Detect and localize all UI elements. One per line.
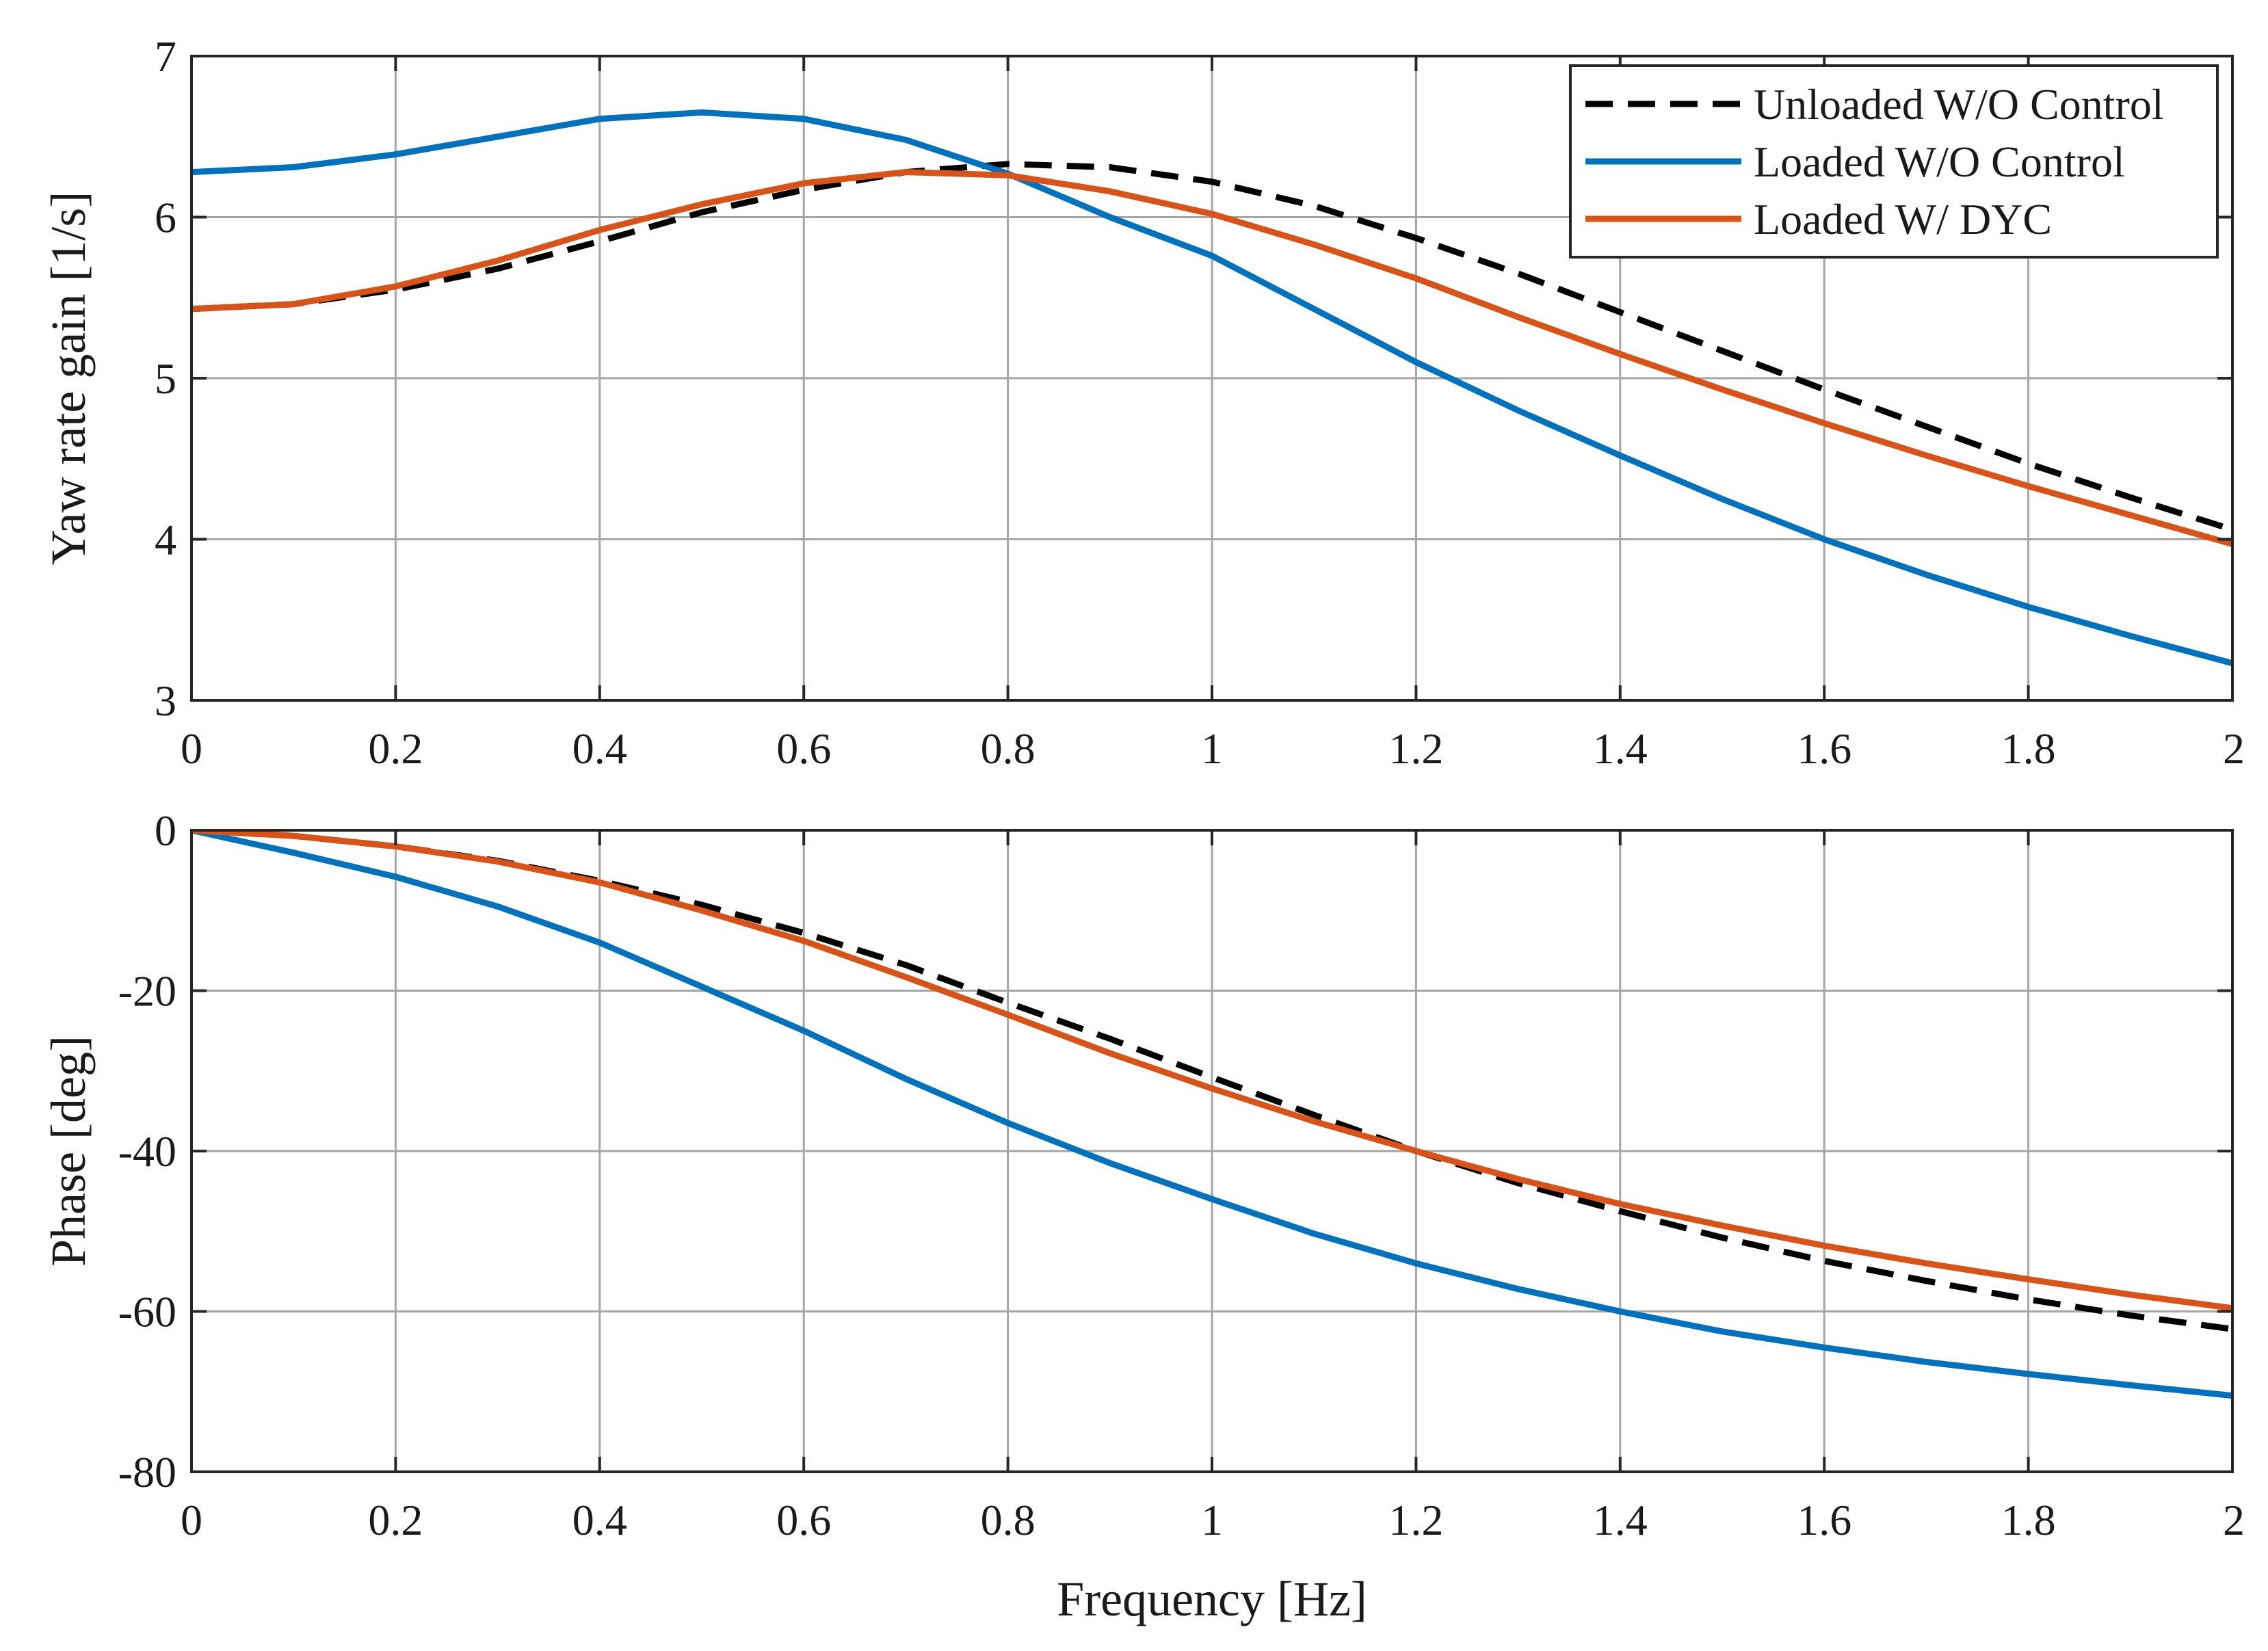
- x-tick-label: 1.6: [1797, 1496, 1851, 1544]
- legend-label: Loaded W/ DYC: [1754, 195, 2052, 243]
- series-line-loaded-w-dyc: [192, 169, 2232, 547]
- x-tick-label: 1: [1201, 1496, 1223, 1544]
- y-tick-label: 6: [155, 194, 176, 242]
- subplot-2: 0 0.2 0.4 0.6 0.8 1 1.2 1.4 1.6 1.8 2 -80 -60 -40 -20 0…: [41, 806, 2245, 1626]
- x-tick-label: 0.2: [368, 1496, 423, 1544]
- series-line-loaded-w-dyc: [192, 830, 2232, 1312]
- y-tick-label: -40: [118, 1127, 176, 1176]
- x-tick-label: 0.8: [981, 1496, 1036, 1544]
- series-line-unloaded-w-o-control: [192, 161, 2232, 533]
- x-tick-label: 1.4: [1593, 1496, 1648, 1544]
- y-tick-label: 5: [155, 354, 176, 403]
- x-tick-label: 0.4: [572, 724, 627, 773]
- y-tick-label: 3: [155, 676, 176, 725]
- x-tick-label: 1.2: [1388, 1496, 1443, 1544]
- x-tick-label: 0: [181, 724, 202, 773]
- x-tick-label: 1: [1201, 724, 1223, 773]
- x-tick-label: 0.4: [572, 1496, 627, 1544]
- series-line-loaded-w-o-control: [192, 109, 2232, 667]
- y-axis-label: Phase [deg]: [41, 1035, 96, 1267]
- legend-label: Unloaded W/O Control: [1754, 80, 2164, 129]
- y-tick-label: -80: [118, 1448, 176, 1496]
- y-tick-label: -20: [118, 967, 176, 1016]
- y-tick-label: 4: [155, 516, 176, 564]
- x-tick-label: 2: [2223, 1496, 2245, 1544]
- x-tick-label: 0.6: [776, 724, 831, 773]
- x-tick-label: 0.2: [368, 724, 423, 773]
- x-axis-label: Frequency [Hz]: [1057, 1572, 1367, 1626]
- x-tick-label: 1.4: [1593, 724, 1648, 773]
- x-tick-label: 1.6: [1797, 724, 1851, 773]
- legend-label: Loaded W/O Control: [1754, 137, 2125, 186]
- x-tick-label: 0.6: [776, 1496, 831, 1544]
- y-tick-label: -60: [118, 1288, 176, 1336]
- legend: Unloaded W/O Control Loaded W/O Control Lo…: [1569, 64, 2219, 259]
- x-tick-label: 2: [2223, 724, 2245, 773]
- subplot-1: 0 0.2 0.4 0.6 0.8 1 1.2 1.4 1.6 1.8 2 3 4 5 6 7 Yaw rate…: [41, 32, 2245, 773]
- y-tick-label: 7: [155, 32, 176, 81]
- x-tick-label: 1.2: [1388, 724, 1443, 773]
- y-tick-label: 0: [155, 806, 176, 855]
- x-tick-label: 1.8: [2001, 724, 2056, 773]
- y-axis-label: Yaw rate gain [1/s]: [41, 191, 96, 566]
- series-line-loaded-w-o-control: [192, 830, 2232, 1399]
- x-tick-label: 1.8: [2001, 1496, 2056, 1544]
- x-tick-label: 0.8: [981, 724, 1036, 773]
- x-tick-label: 0: [181, 1496, 202, 1544]
